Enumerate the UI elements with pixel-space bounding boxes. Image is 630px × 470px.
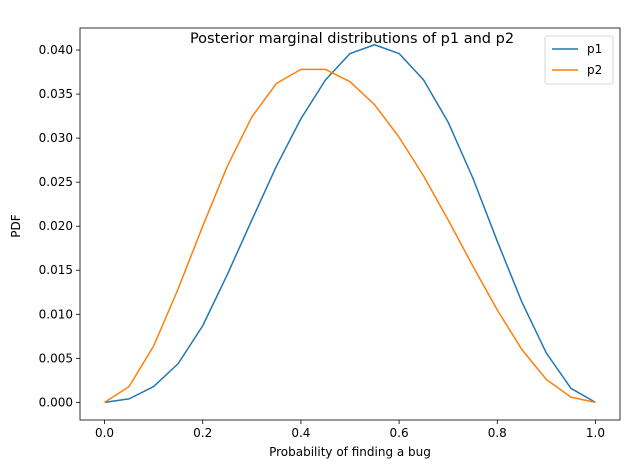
x-tick-label: 1.0 (586, 426, 605, 440)
chart-title: Posterior marginal distributions of p1 a… (190, 31, 514, 47)
series-line-p1 (104, 43, 596, 404)
x-tick-label: 0.2 (193, 426, 212, 440)
y-tick-label: 0.040 (39, 43, 73, 57)
series-line-p2 (104, 68, 596, 404)
x-axis: 0.0 0.2 0.4 0.6 0.8 1.0 (95, 420, 605, 440)
y-axis: 0.000 0.005 0.010 0.015 0.020 0.025 0.030 0.035… (39, 43, 80, 409)
x-axis-label: Probability of finding a bug (269, 445, 431, 459)
legend-label-p1: p1 (587, 42, 602, 56)
y-tick-label: 0.000 (39, 395, 73, 409)
y-tick-label: 0.005 (39, 351, 73, 365)
y-axis-label: PDF (9, 214, 23, 237)
x-tick-label: 0.4 (291, 426, 310, 440)
x-tick-label: 0.6 (390, 426, 409, 440)
y-tick-label: 0.035 (39, 87, 73, 101)
x-tick-label: 0.8 (488, 426, 507, 440)
plot-frame (79, 27, 621, 421)
y-tick-label: 0.010 (39, 307, 73, 321)
legend: p1 p2 (544, 35, 614, 85)
y-tick-label: 0.015 (39, 263, 73, 277)
y-tick-label: 0.025 (39, 175, 73, 189)
y-tick-label: 0.030 (39, 131, 73, 145)
legend-label-p2: p2 (587, 63, 602, 77)
x-tick-label: 0.0 (95, 426, 114, 440)
plot-area (104, 43, 596, 404)
legend-box (544, 35, 614, 85)
y-tick-label: 0.020 (39, 219, 73, 233)
